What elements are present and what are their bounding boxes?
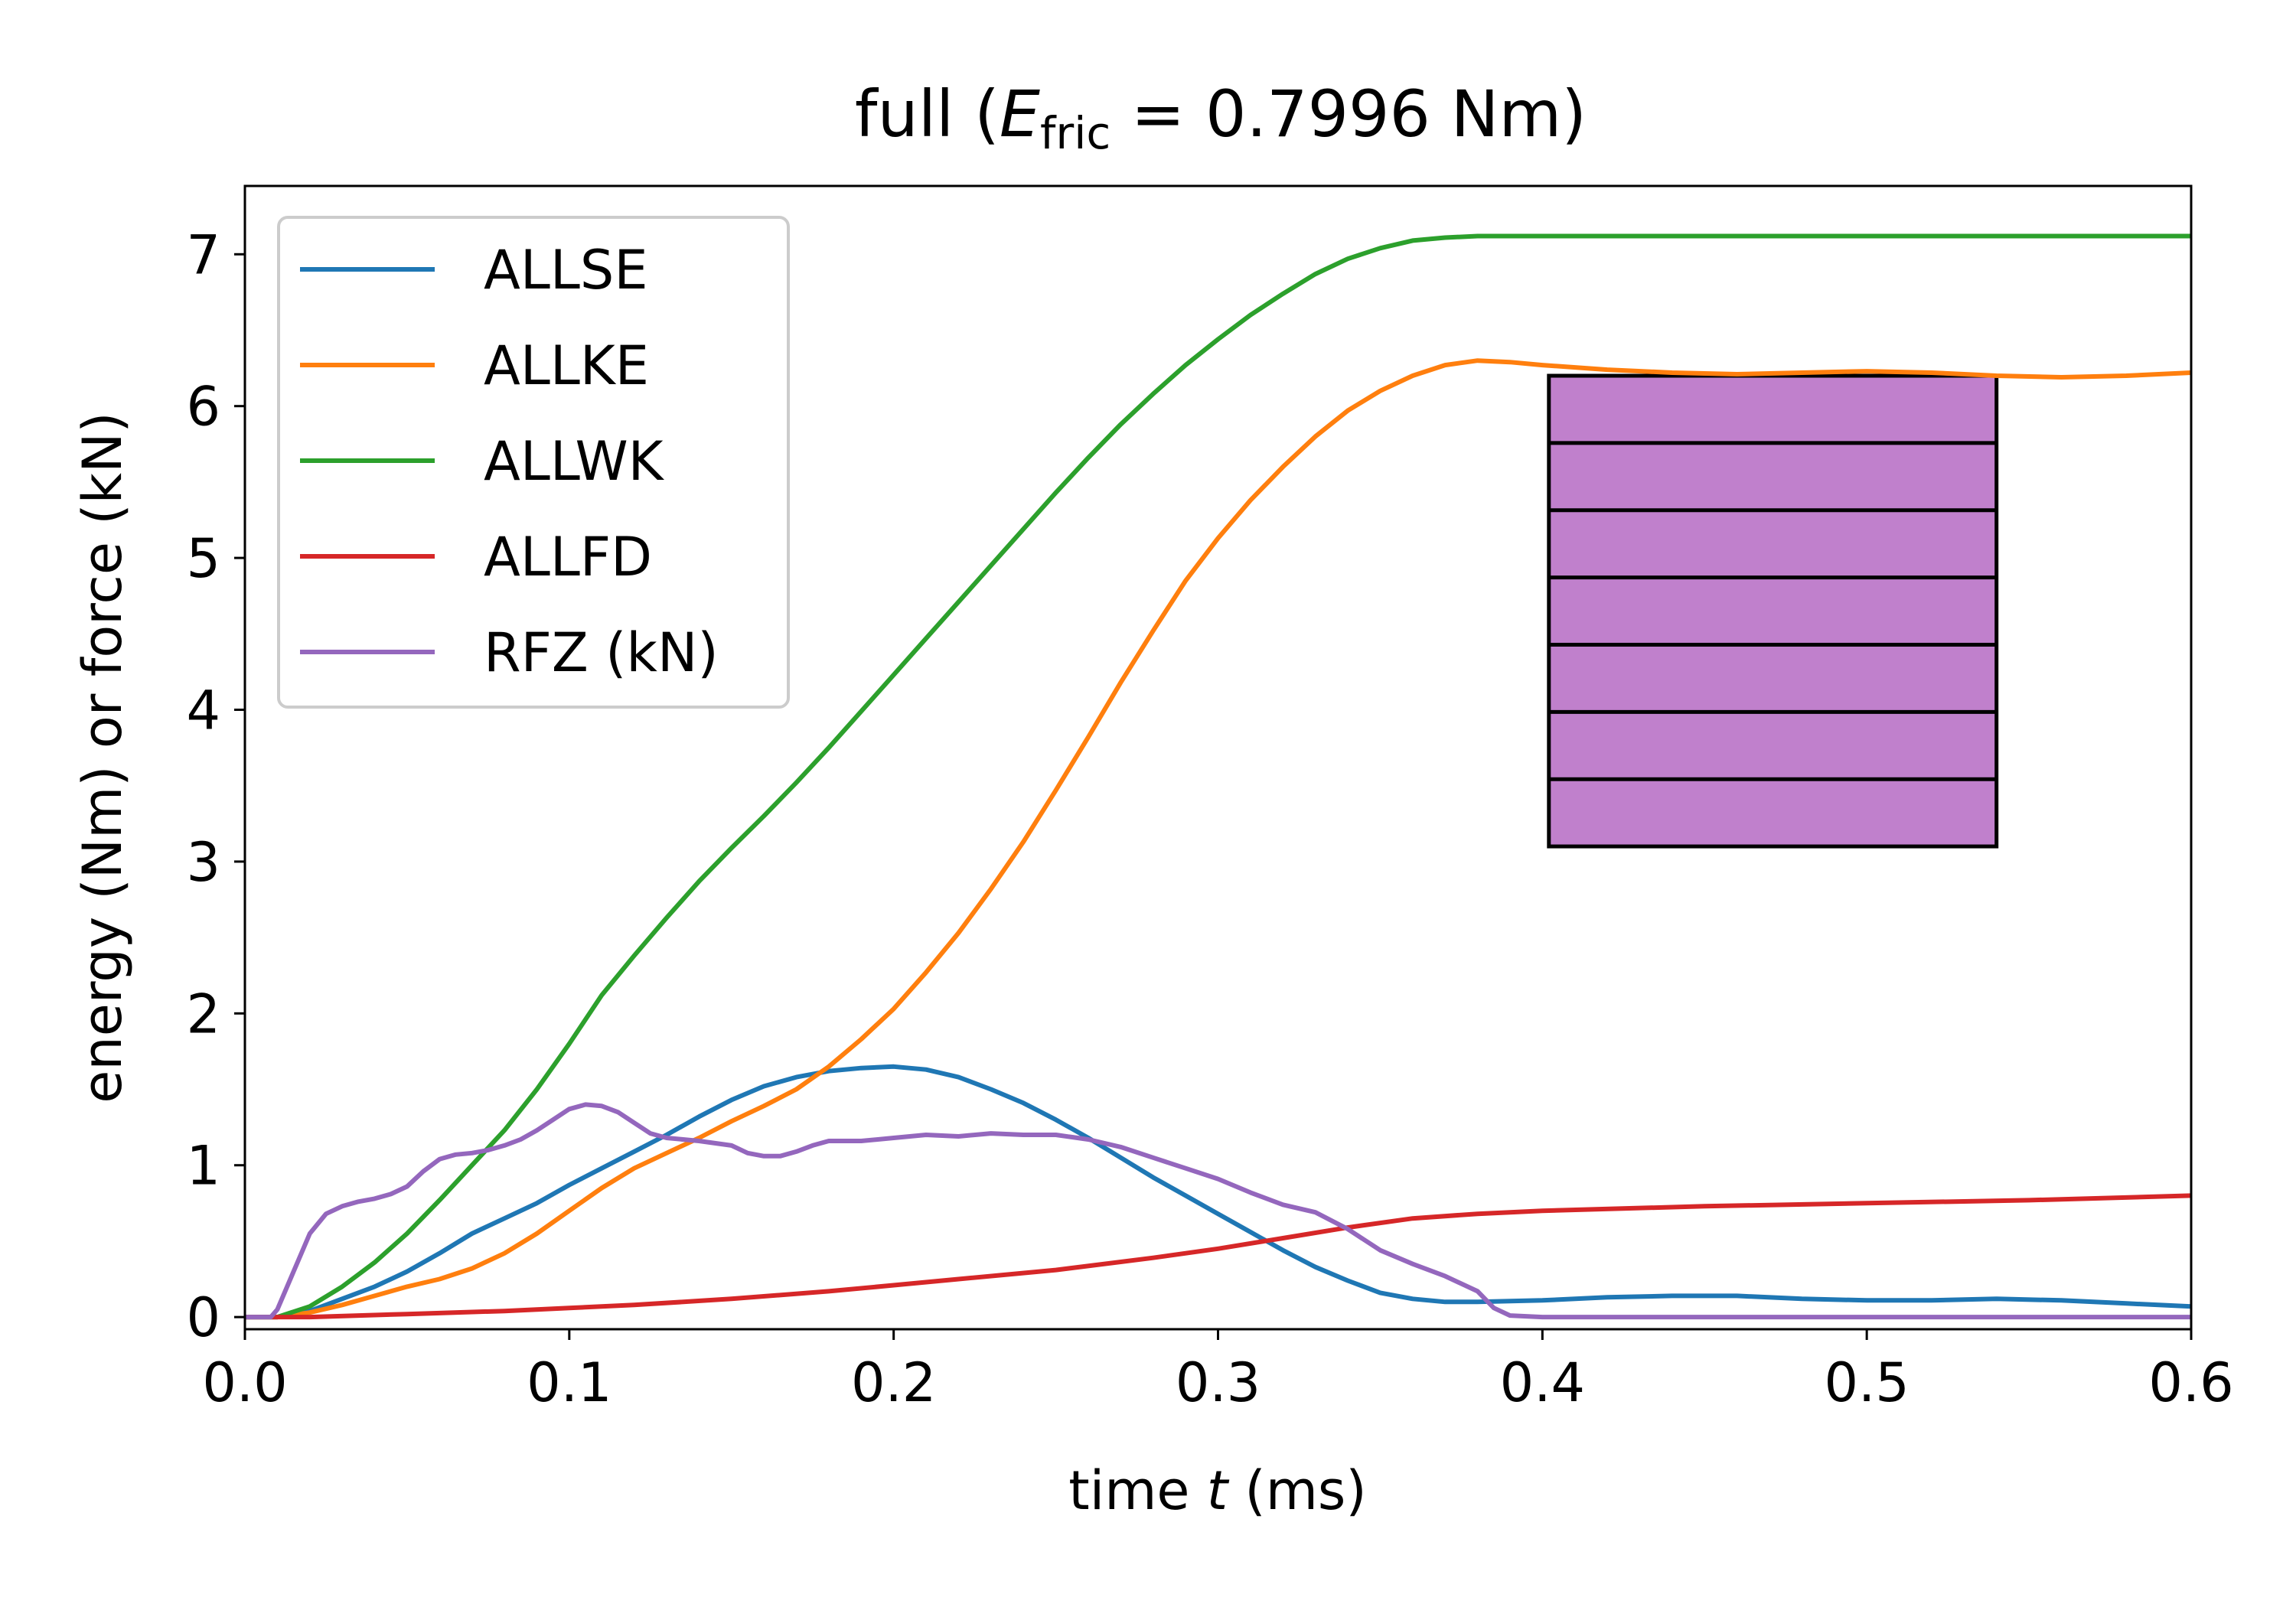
title-symbol: E bbox=[1000, 77, 1040, 152]
legend-item-allfd: ALLFD bbox=[300, 526, 652, 588]
x-tick-label: 0.0 bbox=[202, 1351, 287, 1414]
y-tick-label: 2 bbox=[186, 983, 220, 1045]
legend-label: ALLKE bbox=[484, 334, 649, 397]
y-tick-label: 7 bbox=[186, 223, 220, 286]
legend-item-allke: ALLKE bbox=[300, 334, 649, 397]
title-subscript: fric bbox=[1040, 107, 1110, 159]
x-tick-label: 0.3 bbox=[1176, 1351, 1261, 1414]
x-tick-label: 0.4 bbox=[1500, 1351, 1585, 1414]
plot-area bbox=[245, 233, 2192, 1320]
inset-striped-block bbox=[1547, 373, 1999, 849]
legend-item-allwk: ALLWK bbox=[300, 430, 665, 493]
series-line-allse bbox=[245, 1064, 2192, 1320]
y-tick-label: 1 bbox=[186, 1135, 220, 1198]
x-label-suffix: (ms) bbox=[1228, 1459, 1367, 1522]
y-tick-label: 3 bbox=[186, 831, 220, 894]
y-tick-label: 5 bbox=[186, 527, 220, 590]
series-line-allwk bbox=[245, 233, 2191, 1320]
x-label-prefix: time bbox=[1068, 1459, 1206, 1522]
inset-rectangle bbox=[1547, 373, 1999, 849]
title-suffix: = 0.7996 Nm) bbox=[1110, 77, 1587, 152]
legend-box bbox=[277, 216, 790, 709]
legend-label: ALLWK bbox=[484, 430, 665, 493]
x-tick-label: 0.2 bbox=[851, 1351, 936, 1414]
chart-title: full (Efric = 0.7996 Nm) bbox=[855, 77, 1587, 159]
y-axis-label: energy (Nm) or force (kN) bbox=[71, 412, 134, 1103]
x-tick-label: 0.1 bbox=[527, 1351, 612, 1414]
legend-label: ALLFD bbox=[484, 526, 652, 588]
legend-item-rfz-kn: RFZ (kN) bbox=[300, 621, 719, 684]
title-prefix: full ( bbox=[855, 77, 1000, 152]
y-tick-label: 0 bbox=[186, 1286, 220, 1349]
y-tick-label: 6 bbox=[186, 376, 220, 438]
series-line-rfz-kn bbox=[245, 1102, 2191, 1320]
legend: ALLSE ALLKE ALLWK ALLFD RFZ (kN) bbox=[277, 216, 790, 709]
series-line-allfd bbox=[245, 1193, 2192, 1320]
legend-entries: ALLSE ALLKE ALLWK ALLFD RFZ (kN) bbox=[300, 239, 719, 684]
legend-item-allse: ALLSE bbox=[300, 239, 648, 302]
x-label-symbol: t bbox=[1207, 1459, 1230, 1522]
x-tick-label: 0.5 bbox=[1825, 1351, 1910, 1414]
y-tick-label: 4 bbox=[186, 680, 220, 742]
legend-label: ALLSE bbox=[484, 239, 648, 302]
y-axis: 0 1 2 3 4 5 6 7 bbox=[186, 223, 245, 1349]
series-line-allke bbox=[245, 358, 2192, 1320]
x-tick-label: 0.6 bbox=[2148, 1351, 2233, 1414]
x-axis: 0.0 0.1 0.2 0.3 0.4 0.5 0.6 bbox=[202, 1329, 2234, 1414]
x-axis-label: time t (ms) bbox=[1068, 1459, 1366, 1522]
legend-label: RFZ (kN) bbox=[484, 621, 719, 684]
